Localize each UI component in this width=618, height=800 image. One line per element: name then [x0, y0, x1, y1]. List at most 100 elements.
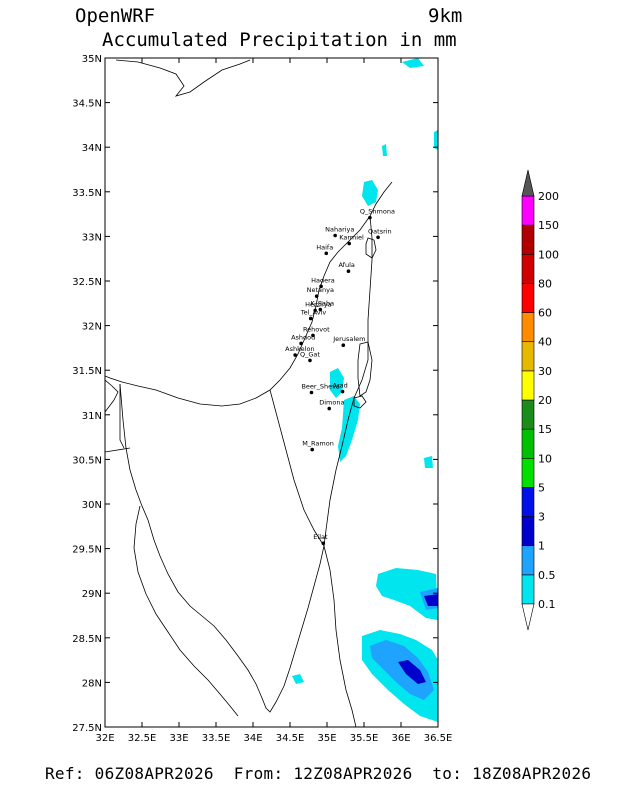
precip-patch-north [362, 180, 378, 206]
city-marker [327, 406, 332, 411]
lat-tick-label: 35N [82, 54, 102, 65]
city-marker [340, 389, 345, 394]
city-label: Netanya [307, 286, 334, 294]
city-marker [319, 284, 323, 289]
city-label: Karmiel [339, 234, 364, 242]
precip-patch-coast [330, 368, 344, 398]
border-israel-egypt [269, 389, 325, 547]
city-label: Q_Shmona [360, 208, 395, 216]
city-label: Hadera [311, 276, 335, 284]
city-marker [318, 307, 323, 312]
precip-patch-edge-2 [382, 144, 387, 156]
lat-tick-label: 30.5N [72, 455, 102, 466]
precip-patch-south-3 [292, 674, 304, 684]
city-marker [333, 233, 337, 238]
city-label: Afula [338, 261, 354, 269]
lake-kinneret [365, 237, 377, 259]
lon-tick-label: 32E [95, 733, 114, 744]
city-label: Eilat [313, 533, 328, 541]
lon-tick-label: 34.5E [276, 733, 305, 744]
city-label: Rehovot [303, 325, 330, 333]
longitude-axis: 32E 32.5E 33E 33.5E 34E 34.5E 35E 35.5E 36E 36.5E [95, 58, 452, 744]
border-israel-jordan [323, 215, 373, 547]
lat-tick-label: 31N [82, 411, 102, 422]
legend-swatch [521, 399, 535, 430]
legend-level-label: 10 [538, 452, 552, 465]
city-marker [321, 541, 326, 546]
suez-canal [119, 384, 125, 449]
legend-level-label: 5 [538, 481, 545, 494]
field-title: Accumulated Precipitation in mm [102, 29, 457, 51]
city-marker [308, 358, 312, 363]
coastlines [105, 59, 393, 727]
legend-swatch [521, 487, 535, 517]
city-label: Ashkelon [285, 345, 314, 353]
lat-tick-label: 34.5N [72, 99, 102, 110]
legend-level-label: 100 [538, 248, 559, 261]
run-info-footer: Ref: 06Z08APR2026 From: 12Z08APR2026 to:… [45, 764, 592, 783]
dead-sea-south [353, 395, 367, 409]
legend-swatch [521, 341, 535, 372]
coastline-cyprus [115, 59, 251, 97]
lat-tick-label: 29N [82, 589, 102, 600]
map-border [104, 57, 439, 728]
coastline-sinai-gulf-suez [119, 383, 325, 713]
legend-swatch [521, 195, 535, 226]
coastline-sinai-west [133, 505, 239, 717]
dead-sea [357, 341, 373, 397]
city-label: Haifa [316, 243, 333, 251]
legend-level-label: 0.1 [538, 598, 556, 611]
legend-level-label: 200 [538, 190, 559, 203]
city-marker [314, 294, 319, 298]
legend-swatch [521, 370, 535, 401]
lat-tick-label: 31.5N [72, 366, 102, 377]
legend-max-arrow [521, 169, 535, 197]
precip-patch-south-2b [370, 640, 434, 700]
lat-tick-label: 33N [82, 232, 102, 243]
legend-level-label: 150 [538, 219, 559, 232]
legend-min-arrow [521, 603, 535, 631]
legend-swatch [521, 253, 535, 284]
legend-level-label: 30 [538, 365, 552, 378]
precip-patch-edge-1 [434, 130, 438, 150]
city-marker [347, 241, 352, 246]
city-label: Arad [333, 382, 348, 390]
city-marker [293, 353, 297, 357]
city-label: K_Saba [310, 300, 334, 308]
legend-level-label: 15 [538, 423, 552, 436]
legend-level-label: 80 [538, 277, 552, 290]
lon-tick-label: 36E [391, 733, 410, 744]
city-marker [310, 447, 315, 452]
border-egypt-west [105, 447, 131, 453]
city-label: Beer_Sheva [301, 383, 339, 391]
city-marker [313, 308, 317, 313]
city-marker [311, 333, 315, 338]
lat-tick-label: 27.5N [72, 723, 102, 734]
precip-patch-south-1 [376, 568, 438, 620]
legend-swatch [521, 283, 535, 313]
coastline-gulf-aqaba-east [323, 545, 357, 727]
legend-swatch [521, 545, 535, 576]
city-marker [376, 235, 380, 240]
lon-tick-label: 35.5E [350, 733, 379, 744]
legend-level-label: 60 [538, 307, 552, 320]
coastline-levant [105, 181, 393, 407]
lat-tick-label: 33.5N [72, 188, 102, 199]
map-frame [105, 58, 438, 727]
city-marker [308, 316, 313, 321]
precip-patch-south-1c [424, 594, 438, 606]
city-label: Dimona [319, 399, 344, 407]
legend-level-label: 20 [538, 394, 552, 407]
lat-tick-label: 28.5N [72, 634, 102, 645]
lon-tick-label: 33.5E [202, 733, 231, 744]
city-label: Qatsrin [368, 227, 392, 235]
legend-level-label: 40 [538, 336, 552, 349]
legend-swatch [521, 428, 535, 459]
legend-swatch [521, 224, 535, 255]
city-label: Herzliya [305, 300, 331, 308]
city-marker [368, 215, 372, 220]
lon-tick-label: 33E [169, 733, 188, 744]
lon-tick-label: 34E [243, 733, 262, 744]
